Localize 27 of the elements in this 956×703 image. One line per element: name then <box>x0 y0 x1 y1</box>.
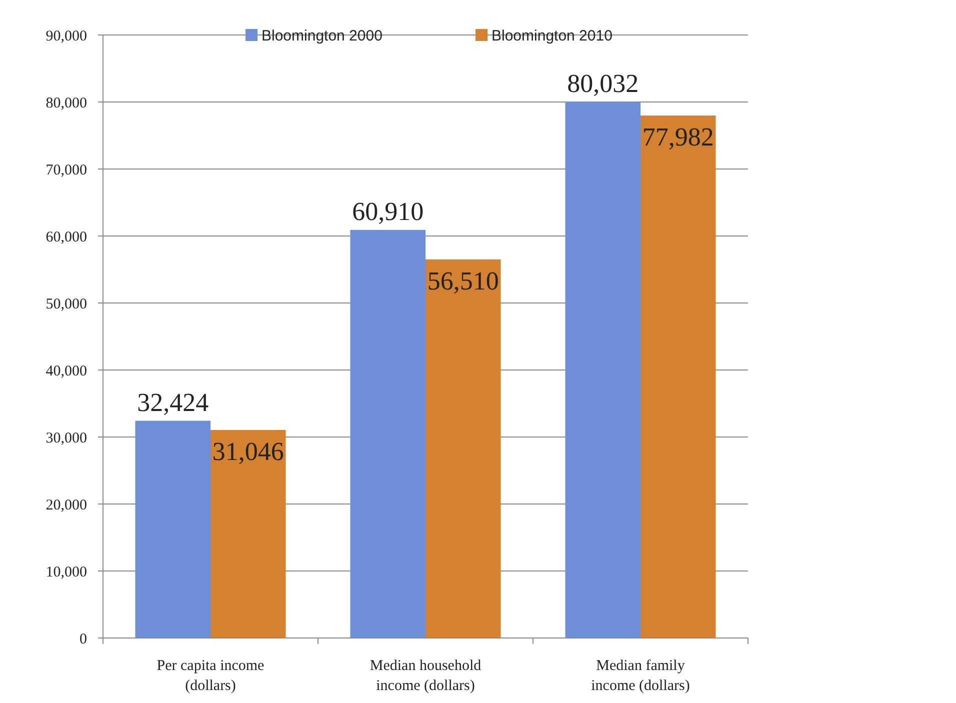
bar <box>640 116 716 638</box>
data-label: 56,510 <box>427 266 499 296</box>
y-tick-label: 30,000 <box>46 430 87 446</box>
bar <box>565 102 640 638</box>
y-tick-label: 90,000 <box>46 28 87 44</box>
y-tick-label: 60,000 <box>46 229 87 246</box>
x-tick-label: Median household income (dollars) <box>370 658 482 694</box>
y-tick-label: 40,000 <box>46 363 87 380</box>
data-label: 77,982 <box>642 122 714 152</box>
data-label: 32,424 <box>137 388 209 417</box>
bar <box>135 420 210 638</box>
legend-label: Bloomington 2010 <box>492 27 612 44</box>
y-tick-label: 20,000 <box>46 497 87 514</box>
data-label: 31,046 <box>212 436 284 466</box>
bar <box>426 259 501 638</box>
y-tick-label: 10,000 <box>46 564 87 580</box>
data-label: 80,032 <box>567 68 639 98</box>
y-tick-label: 80,000 <box>46 95 87 112</box>
x-tick-label: Median family income (dollars) <box>591 658 690 694</box>
y-tick-label: 50,000 <box>46 296 87 312</box>
y-tick-label: 70,000 <box>46 162 87 178</box>
legend-label: Bloomington 2000 <box>262 27 382 44</box>
y-tick-label: 0 <box>80 631 87 648</box>
data-label: 60,910 <box>352 196 424 226</box>
x-tick-label: Per capita income (dollars) <box>156 658 265 694</box>
bar <box>210 430 286 638</box>
bar <box>350 230 426 638</box>
